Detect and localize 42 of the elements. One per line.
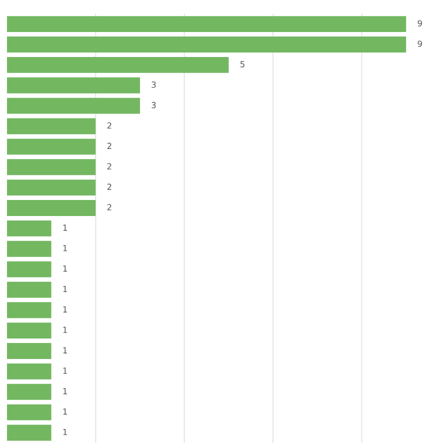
bar [6,118,96,134]
data-label: 2 [107,163,112,170]
bar [6,180,96,196]
bar [6,98,140,114]
data-label: 5 [240,61,244,68]
bar [6,282,52,298]
data-label: 3 [152,81,156,88]
bar [6,138,96,155]
bar [6,200,96,216]
bar [6,322,52,339]
data-label: 1 [63,408,67,415]
data-label: 1 [63,428,67,436]
data-label: 1 [63,368,67,374]
bar [6,261,52,278]
data-label: 1 [63,347,67,354]
data-label: 1 [63,306,67,312]
bar [6,16,406,32]
data-label: 1 [63,286,67,292]
data-label: 2 [107,184,112,190]
bar [6,36,406,52]
bar [6,56,229,73]
data-label: 9 [418,20,422,26]
bar [6,343,52,359]
data-label: 1 [63,388,67,394]
bar [6,159,96,176]
data-label: 1 [63,326,67,333]
bar [6,424,52,441]
data-label: 2 [107,204,112,210]
bar [6,384,52,400]
data-label: 9 [418,40,422,47]
data-label: 1 [63,224,67,231]
data-label: 3 [152,102,156,108]
bar [6,302,52,318]
bar [6,363,52,380]
data-label: 1 [63,245,67,252]
bar [6,404,52,420]
bar [6,220,52,236]
data-label: 1 [63,266,67,272]
data-label: 2 [107,142,112,149]
bar [6,77,140,94]
bar [6,240,52,257]
data-label: 2 [107,122,112,129]
